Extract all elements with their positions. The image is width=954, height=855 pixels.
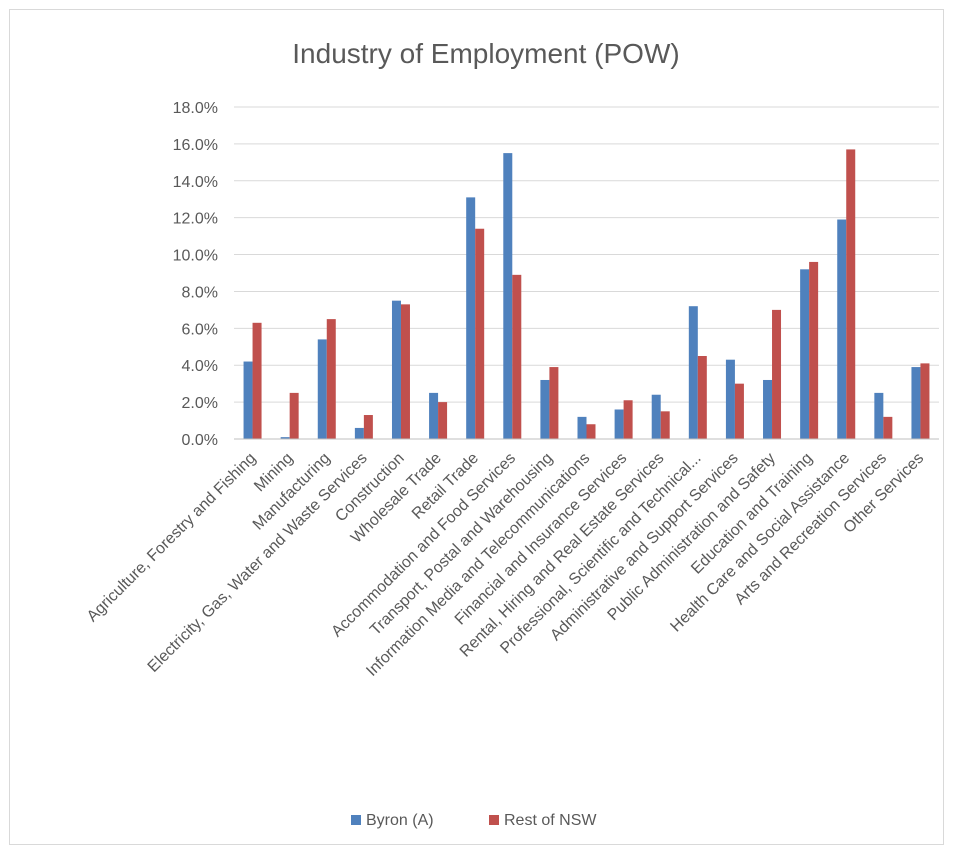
bar-rest-of-nsw xyxy=(734,383,744,439)
bar-byron xyxy=(577,416,587,439)
bar-chart: Industry of Employment (POW) 0.0% 2.0% 4.0… xyxy=(84,38,939,829)
chart-frame: Industry of Employment (POW) 0.0% 2.0% 4.0… xyxy=(9,9,944,845)
y-tick-label: 14.0% xyxy=(173,174,218,191)
y-tick-label: 16.0% xyxy=(173,137,218,154)
bar-byron xyxy=(874,392,884,439)
bar-rest-of-nsw xyxy=(512,274,522,439)
legend-label: Byron (A) xyxy=(366,812,434,829)
bar-byron xyxy=(540,379,550,439)
y-tick-label: 18.0% xyxy=(173,100,218,117)
bar-byron xyxy=(763,379,773,439)
y-tick-label: 2.0% xyxy=(182,395,218,412)
legend-swatch xyxy=(489,815,499,825)
bar-byron xyxy=(466,197,476,439)
bar-byron xyxy=(354,427,364,439)
bar-rest-of-nsw xyxy=(252,322,262,439)
bar-byron xyxy=(837,219,847,439)
y-tick-label: 12.0% xyxy=(173,211,218,228)
bar-byron xyxy=(911,367,921,439)
legend-swatch xyxy=(351,815,361,825)
bar-rest-of-nsw xyxy=(586,424,596,439)
bar-rest-of-nsw xyxy=(846,149,856,439)
bar-byron xyxy=(651,394,661,439)
bar-byron xyxy=(391,300,401,439)
bar-rest-of-nsw xyxy=(623,400,633,439)
bar-byron xyxy=(614,409,624,439)
bar-rest-of-nsw xyxy=(660,411,670,439)
legend-label: Rest of NSW xyxy=(504,812,597,829)
bar-rest-of-nsw xyxy=(697,356,707,439)
bar-byron xyxy=(429,392,439,439)
y-tick-label: 10.0% xyxy=(173,248,218,265)
x-axis: Agriculture, Forestry and FishingMiningM… xyxy=(84,438,939,680)
y-tick-label: 4.0% xyxy=(182,358,218,375)
gridlines xyxy=(234,106,939,440)
y-tick-label: 0.0% xyxy=(182,432,218,449)
bar-rest-of-nsw xyxy=(883,416,893,439)
bar-rest-of-nsw xyxy=(549,367,559,439)
bar-rest-of-nsw xyxy=(920,363,930,439)
bar-rest-of-nsw xyxy=(475,228,485,439)
legend: Byron (A) Rest of NSW xyxy=(351,812,597,829)
chart-title: Industry of Employment (POW) xyxy=(292,38,679,69)
bars xyxy=(243,149,930,439)
bar-rest-of-nsw xyxy=(400,304,410,439)
bar-rest-of-nsw xyxy=(326,319,336,439)
bar-byron xyxy=(725,359,735,439)
bar-byron xyxy=(503,153,513,439)
bar-rest-of-nsw xyxy=(438,402,448,439)
bar-byron xyxy=(317,339,327,439)
y-tick-label: 6.0% xyxy=(182,321,218,338)
bar-byron xyxy=(243,361,253,439)
y-axis: 0.0% 2.0% 4.0% 6.0% 8.0% 10.0% 12.0% 14.0% 16.0%… xyxy=(173,100,218,449)
bar-rest-of-nsw xyxy=(772,309,782,439)
y-tick-label: 8.0% xyxy=(182,284,218,301)
bar-byron xyxy=(688,306,698,439)
bar-rest-of-nsw xyxy=(363,415,373,439)
bar-byron xyxy=(800,269,810,439)
bar-rest-of-nsw xyxy=(809,261,819,439)
bar-byron xyxy=(280,437,290,439)
bar-rest-of-nsw xyxy=(289,392,299,439)
